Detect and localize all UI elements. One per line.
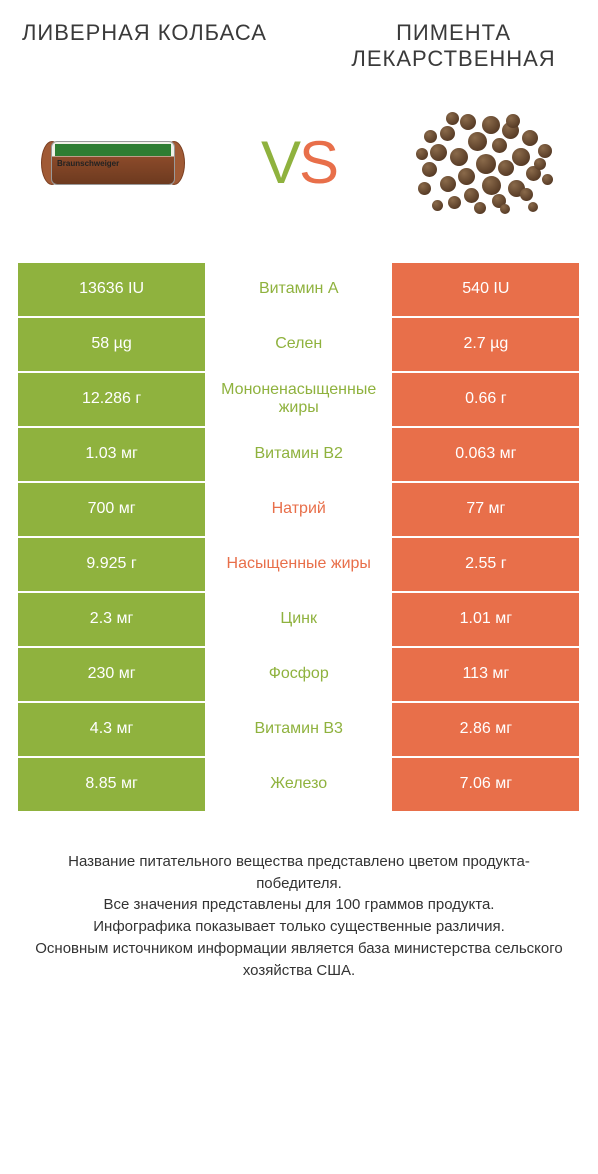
table-row: 1.03 мгВитамин B20.063 мг [18, 428, 580, 481]
nutrient-label: Витамин B2 [205, 428, 392, 481]
value-right: 2.55 г [392, 538, 579, 591]
value-left: 4.3 мг [18, 703, 205, 756]
comparison-table: 13636 IUВитамин A540 IU58 µgСелен2.7 µg1… [18, 263, 580, 811]
nutrient-label: Натрий [205, 483, 392, 536]
food-image-right [400, 103, 570, 223]
vs-v: V [261, 129, 299, 196]
value-right: 2.86 мг [392, 703, 579, 756]
value-left: 58 µg [18, 318, 205, 371]
value-right: 7.06 мг [392, 758, 579, 811]
nutrient-label: Фосфор [205, 648, 392, 701]
nutrient-label: Мононенасыщенные жиры [205, 373, 392, 426]
value-right: 77 мг [392, 483, 579, 536]
value-right: 2.7 µg [392, 318, 579, 371]
value-left: 230 мг [18, 648, 205, 701]
value-left: 13636 IU [18, 263, 205, 316]
titles-row: ЛИВЕРНАЯ КОЛБАСА ПИМЕНТА ЛЕКАРСТВЕННАЯ [8, 20, 590, 73]
table-row: 8.85 мгЖелезо7.06 мг [18, 758, 580, 811]
nutrient-label: Цинк [205, 593, 392, 646]
value-right: 0.063 мг [392, 428, 579, 481]
value-left: 9.925 г [18, 538, 205, 591]
nutrient-label: Насыщенные жиры [205, 538, 392, 591]
value-left: 12.286 г [18, 373, 205, 426]
vs-label: VS [261, 128, 337, 197]
sausage-illustration: Braunschweiger [33, 133, 193, 193]
value-left: 8.85 мг [18, 758, 205, 811]
allspice-illustration [410, 108, 560, 218]
value-left: 2.3 мг [18, 593, 205, 646]
value-right: 113 мг [392, 648, 579, 701]
title-left: ЛИВЕРНАЯ КОЛБАСА [18, 20, 271, 73]
value-right: 540 IU [392, 263, 579, 316]
table-row: 12.286 гМононенасыщенные жиры0.66 г [18, 373, 580, 426]
nutrient-label: Витамин A [205, 263, 392, 316]
table-row: 230 мгФосфор113 мг [18, 648, 580, 701]
infographic-container: ЛИВЕРНАЯ КОЛБАСА ПИМЕНТА ЛЕКАРСТВЕННАЯ B… [0, 0, 598, 981]
table-row: 13636 IUВитамин A540 IU [18, 263, 580, 316]
nutrient-label: Витамин B3 [205, 703, 392, 756]
nutrient-label: Железо [205, 758, 392, 811]
table-row: 4.3 мгВитамин B32.86 мг [18, 703, 580, 756]
vs-s: S [299, 129, 337, 196]
value-left: 1.03 мг [18, 428, 205, 481]
table-row: 58 µgСелен2.7 µg [18, 318, 580, 371]
table-row: 2.3 мгЦинк1.01 мг [18, 593, 580, 646]
value-right: 1.01 мг [392, 593, 579, 646]
sausage-label-text: Braunschweiger [57, 159, 119, 168]
table-row: 700 мгНатрий77 мг [18, 483, 580, 536]
vs-row: Braunschweiger VS [8, 103, 590, 223]
value-left: 700 мг [18, 483, 205, 536]
table-row: 9.925 гНасыщенные жиры2.55 г [18, 538, 580, 591]
food-image-left: Braunschweiger [28, 103, 198, 223]
title-right: ПИМЕНТА ЛЕКАРСТВЕННАЯ [327, 20, 580, 73]
footnote-text: Название питательного вещества представл… [28, 851, 570, 982]
nutrient-label: Селен [205, 318, 392, 371]
value-right: 0.66 г [392, 373, 579, 426]
